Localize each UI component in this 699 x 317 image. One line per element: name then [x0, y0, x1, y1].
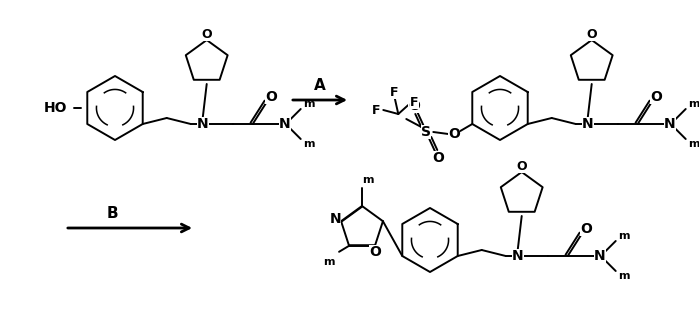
Text: F: F — [410, 95, 419, 108]
Text: F: F — [390, 86, 398, 99]
Text: S: S — [421, 125, 431, 139]
Text: N: N — [279, 117, 291, 131]
Text: N: N — [582, 117, 593, 131]
Text: O: O — [433, 151, 445, 165]
Text: N: N — [664, 117, 675, 131]
Text: O: O — [517, 159, 527, 172]
Text: m: m — [688, 139, 699, 149]
Text: N: N — [594, 249, 605, 263]
Text: O: O — [201, 28, 212, 41]
Text: N: N — [329, 212, 341, 226]
Text: O: O — [650, 90, 662, 104]
Text: O: O — [408, 99, 420, 113]
Text: O: O — [448, 127, 460, 141]
Text: m: m — [362, 175, 374, 185]
Text: m: m — [303, 99, 315, 109]
Text: N: N — [197, 117, 208, 131]
Text: F: F — [372, 103, 380, 117]
Text: m: m — [618, 231, 630, 241]
Text: A: A — [314, 77, 326, 93]
Text: m: m — [324, 257, 335, 267]
Text: N: N — [512, 249, 524, 263]
Text: m: m — [303, 139, 315, 149]
Text: O: O — [265, 90, 277, 104]
Text: m: m — [688, 99, 699, 109]
Text: B: B — [106, 205, 118, 221]
Text: HO: HO — [43, 101, 67, 115]
Text: O: O — [579, 222, 591, 236]
Text: O: O — [369, 245, 381, 259]
Text: m: m — [618, 271, 630, 281]
Text: O: O — [586, 28, 597, 41]
